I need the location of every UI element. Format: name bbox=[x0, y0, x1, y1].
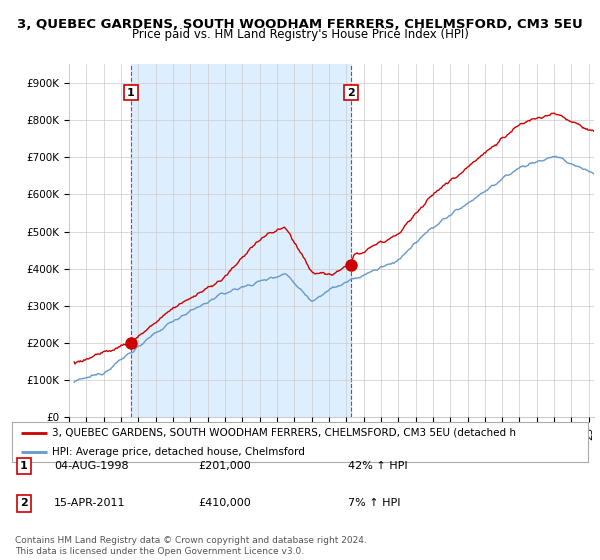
Text: 3, QUEBEC GARDENS, SOUTH WOODHAM FERRERS, CHELMSFORD, CM3 5EU: 3, QUEBEC GARDENS, SOUTH WOODHAM FERRERS… bbox=[17, 18, 583, 31]
Text: Contains HM Land Registry data © Crown copyright and database right 2024.
This d: Contains HM Land Registry data © Crown c… bbox=[15, 536, 367, 556]
Text: 04-AUG-1998: 04-AUG-1998 bbox=[54, 461, 128, 471]
Text: £410,000: £410,000 bbox=[198, 498, 251, 508]
Text: £201,000: £201,000 bbox=[198, 461, 251, 471]
Text: Price paid vs. HM Land Registry's House Price Index (HPI): Price paid vs. HM Land Registry's House … bbox=[131, 28, 469, 41]
Text: 1: 1 bbox=[127, 87, 135, 97]
Text: HPI: Average price, detached house, Chelmsford: HPI: Average price, detached house, Chel… bbox=[52, 447, 305, 457]
Text: 2: 2 bbox=[347, 87, 355, 97]
Text: 15-APR-2011: 15-APR-2011 bbox=[54, 498, 125, 508]
Text: 3, QUEBEC GARDENS, SOUTH WOODHAM FERRERS, CHELMSFORD, CM3 5EU (detached h: 3, QUEBEC GARDENS, SOUTH WOODHAM FERRERS… bbox=[52, 428, 517, 438]
Text: 1: 1 bbox=[20, 461, 28, 471]
Text: 42% ↑ HPI: 42% ↑ HPI bbox=[348, 461, 407, 471]
Text: 2: 2 bbox=[20, 498, 28, 508]
Text: 7% ↑ HPI: 7% ↑ HPI bbox=[348, 498, 401, 508]
Bar bbox=[131, 64, 351, 417]
